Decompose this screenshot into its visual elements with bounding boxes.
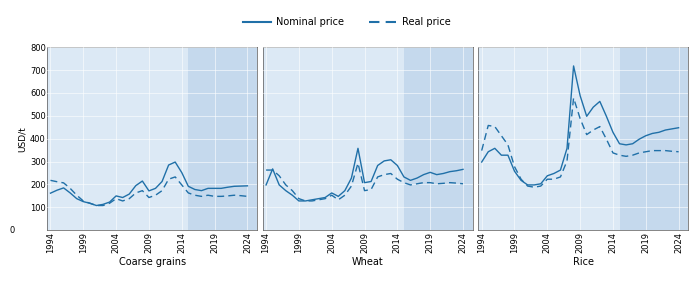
X-axis label: Coarse grains: Coarse grains (119, 257, 186, 267)
Bar (47, 47, 188, 230)
Bar (478, 47, 620, 230)
Bar (188, 47, 257, 230)
X-axis label: Wheat: Wheat (352, 257, 384, 267)
X-axis label: Rice: Rice (573, 257, 594, 267)
Bar (404, 47, 473, 230)
Bar (263, 47, 404, 230)
Bar (620, 47, 688, 230)
Text: 0: 0 (10, 226, 15, 235)
Y-axis label: USD/t: USD/t (18, 126, 27, 152)
Legend: Nominal price, Real price: Nominal price, Real price (239, 13, 455, 31)
